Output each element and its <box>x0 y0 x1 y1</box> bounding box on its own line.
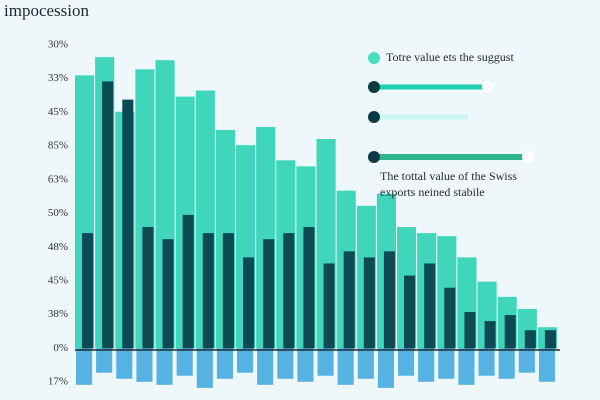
slider-knob <box>482 81 494 93</box>
bar <box>524 330 536 349</box>
y-tick-label: 0% <box>53 342 68 354</box>
bars <box>75 57 557 388</box>
slider-knob <box>368 151 380 163</box>
bar <box>102 81 114 349</box>
y-tick-label: 45% <box>48 106 68 118</box>
bar <box>283 233 295 349</box>
bar <box>82 233 94 349</box>
bar <box>237 348 254 373</box>
bar <box>398 348 415 376</box>
y-tick-label: 38% <box>48 308 68 320</box>
bar <box>438 348 455 379</box>
bar <box>263 239 275 349</box>
y-tick-label: 85% <box>48 140 68 152</box>
bar <box>484 321 496 349</box>
slider-knob <box>368 111 380 123</box>
slider-knob <box>522 151 534 163</box>
bar <box>478 348 495 376</box>
bar <box>518 348 535 373</box>
y-tick-label: 63% <box>48 173 68 185</box>
annotation-box: The tottal value of the Swiss exports ne… <box>380 169 517 199</box>
bar <box>544 330 556 349</box>
bar <box>357 348 374 379</box>
bar <box>222 233 234 349</box>
bar <box>202 233 214 349</box>
bar <box>363 257 375 349</box>
bar <box>96 348 113 373</box>
bar <box>76 348 93 385</box>
bar <box>142 227 154 349</box>
bar <box>136 348 153 382</box>
y-tick-label: 17% <box>48 376 68 388</box>
bar <box>303 227 315 349</box>
bar <box>323 263 335 349</box>
slider-knob <box>368 81 380 93</box>
bar <box>458 348 475 385</box>
bar <box>498 348 515 379</box>
bar <box>176 348 193 376</box>
bar <box>122 99 134 349</box>
bar <box>343 251 355 349</box>
bar <box>277 348 294 379</box>
bar <box>504 315 516 349</box>
bar <box>418 348 435 382</box>
bar <box>196 348 213 388</box>
bar <box>424 263 436 349</box>
legend-text: Totre value ets the suggust <box>386 50 514 64</box>
bar <box>377 348 394 388</box>
bar <box>538 348 555 382</box>
bar <box>404 275 416 349</box>
bar <box>243 257 255 349</box>
bar <box>116 348 133 379</box>
y-tick-label: 48% <box>48 241 68 253</box>
bar <box>156 348 173 385</box>
bar <box>216 348 233 379</box>
legend-dot <box>368 52 380 64</box>
bar <box>297 348 314 382</box>
y-tick-label: 30% <box>48 39 68 51</box>
chart-title: impocession <box>4 1 89 20</box>
bar <box>337 348 354 385</box>
bar <box>444 287 456 349</box>
y-tick-label: 33% <box>48 72 68 84</box>
y-tick-label: 45% <box>48 275 68 287</box>
bar <box>162 239 174 349</box>
bar <box>257 348 274 385</box>
bar <box>182 214 194 349</box>
bar <box>464 312 476 349</box>
annotation: The tottal value of the Swiss exports ne… <box>380 169 517 199</box>
y-tick-label: 50% <box>48 207 68 219</box>
bar <box>317 348 334 376</box>
bar <box>383 251 395 349</box>
